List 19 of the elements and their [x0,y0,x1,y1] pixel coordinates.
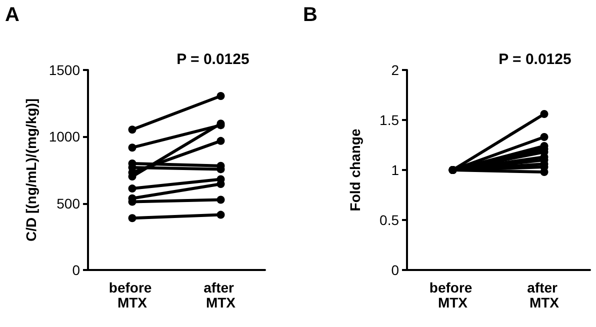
y-tick-label: 500 [56,195,80,212]
y-axis-title: C/D [(ng/mL)/(mg/kg)] [22,98,39,242]
y-axis-title: Fold change [347,128,363,212]
x-tick-label: after MTX [527,280,562,310]
x-tick-label: after MTX [204,280,238,310]
y-tick-label: 1.5 [380,112,400,128]
y-tick-label: 0 [72,262,80,278]
y-tick-label: 2 [391,62,400,78]
y-tick-label: 1 [391,162,400,178]
x-tick-label: before MTX [108,280,156,310]
text: P = 0.0125 [176,51,250,68]
text: P = 0.0125 [498,51,572,68]
y-tick-label: 0.5 [380,212,400,228]
chart-title: B [303,4,318,26]
y-tick-label: 0 [391,262,400,278]
x-tick-label: before MTX [429,280,476,310]
y-tick-label: 1500 [48,62,80,78]
chart-title: A [5,4,20,26]
y-tick-label: 1000 [48,128,80,145]
